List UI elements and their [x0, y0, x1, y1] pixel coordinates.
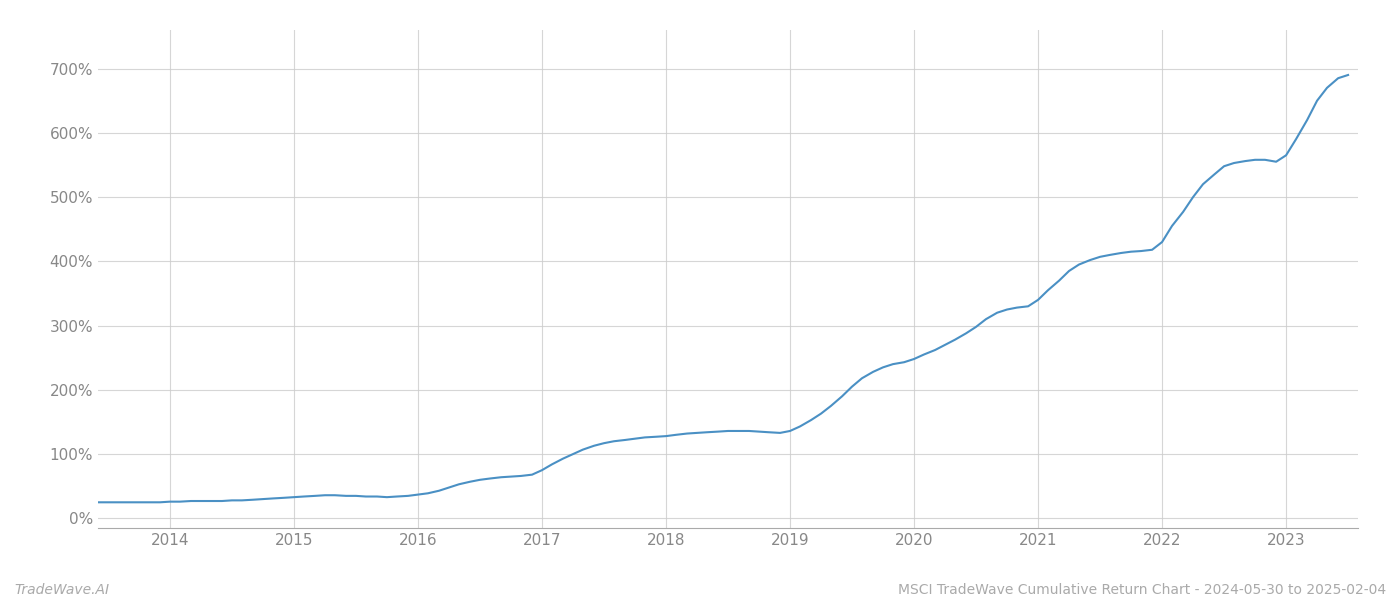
Text: TradeWave.AI: TradeWave.AI [14, 583, 109, 597]
Text: MSCI TradeWave Cumulative Return Chart - 2024-05-30 to 2025-02-04: MSCI TradeWave Cumulative Return Chart -… [897, 583, 1386, 597]
